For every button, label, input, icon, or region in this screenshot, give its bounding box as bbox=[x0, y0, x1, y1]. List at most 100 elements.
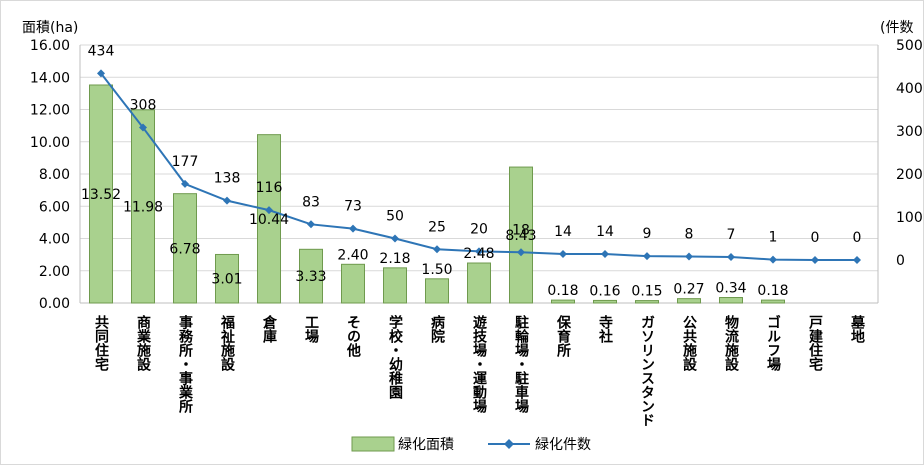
bar-value-label: 8.43 bbox=[505, 228, 536, 244]
legend-bar-swatch bbox=[351, 436, 395, 452]
left-tick-label: 16.00 bbox=[30, 38, 70, 54]
category-label: ゴルフ場 bbox=[765, 314, 781, 372]
bar-value-label: 13.52 bbox=[81, 187, 121, 203]
legend-bar-label: 緑化面積 bbox=[398, 437, 454, 453]
bar-value-label: 3.33 bbox=[295, 269, 326, 285]
category-label: 事務所・事業所 bbox=[177, 314, 194, 414]
line-marker bbox=[223, 196, 231, 205]
category-label: 遊技場・運動場 bbox=[471, 314, 487, 414]
line-value-label: 83 bbox=[302, 194, 320, 210]
bar-value-label: 1.50 bbox=[421, 262, 452, 278]
line-value-label: 0 bbox=[811, 230, 820, 246]
bar-value-label: 2.48 bbox=[463, 246, 494, 262]
bar-value-label: 10.44 bbox=[249, 212, 289, 228]
line-marker bbox=[643, 252, 651, 261]
line-marker bbox=[97, 69, 105, 78]
left-tick-label: 0.00 bbox=[39, 296, 70, 312]
category-label: 病院 bbox=[429, 314, 445, 344]
line-value-label: 1 bbox=[769, 230, 778, 246]
bar-value-label: 0.27 bbox=[673, 282, 704, 298]
right-tick-label: 300 bbox=[896, 124, 923, 140]
category-labels: 共同住宅 商業施設 事務所・事業所 福祉施設 倉庫 工場 その他 学校・幼稚園 病院 遊技場・運動… bbox=[93, 314, 866, 427]
bar bbox=[383, 267, 407, 304]
line-value-label: 9 bbox=[643, 226, 652, 242]
legend-line-label: 緑化件数 bbox=[535, 437, 591, 453]
bar-value-label: 11.98 bbox=[123, 199, 163, 215]
bar bbox=[299, 248, 323, 304]
bar-value-label: 0.18 bbox=[547, 283, 578, 299]
category-label: 物流施設 bbox=[723, 314, 739, 372]
line-value-label: 14 bbox=[596, 224, 614, 240]
line-marker bbox=[349, 224, 357, 233]
count-line bbox=[97, 69, 861, 264]
category-label: 墓地 bbox=[849, 314, 866, 344]
line-marker bbox=[853, 256, 861, 264]
line-value-label: 116 bbox=[256, 180, 283, 196]
bar-value-label: 3.01 bbox=[211, 272, 242, 288]
line-marker bbox=[811, 256, 819, 264]
category-label: 駐輪場・駐車場 bbox=[513, 314, 529, 414]
bar bbox=[761, 299, 785, 304]
category-label: 寺社 bbox=[597, 315, 614, 344]
category-label: 倉庫 bbox=[261, 314, 278, 344]
line-marker bbox=[181, 179, 189, 188]
right-tick-label: 200 bbox=[896, 167, 923, 183]
bar bbox=[551, 299, 575, 304]
category-label: 公共施設 bbox=[681, 315, 697, 372]
bar bbox=[173, 193, 197, 304]
left-tick-label: 2.00 bbox=[39, 264, 70, 280]
line-marker bbox=[685, 252, 693, 261]
left-tick-label: 12.00 bbox=[30, 103, 70, 119]
bar bbox=[635, 300, 659, 304]
bar bbox=[131, 109, 155, 304]
bar-value-label: 0.18 bbox=[757, 283, 788, 299]
line-marker bbox=[769, 255, 777, 264]
left-tick-label: 14.00 bbox=[30, 70, 70, 86]
category-label: 商業施設 bbox=[135, 314, 152, 372]
line-value-label: 14 bbox=[554, 224, 572, 240]
right-tick-label: 0 bbox=[896, 253, 905, 269]
left-tick-label: 4.00 bbox=[39, 232, 70, 248]
bar bbox=[467, 262, 491, 304]
category-label: 共同住宅 bbox=[93, 314, 109, 372]
line-marker bbox=[433, 245, 441, 254]
bar bbox=[677, 298, 701, 304]
bar bbox=[719, 297, 743, 304]
bar-value-label: 2.18 bbox=[379, 251, 410, 267]
line-value-label: 138 bbox=[214, 171, 241, 187]
line-value-label: 20 bbox=[470, 221, 488, 237]
line-marker bbox=[307, 220, 315, 229]
line-marker bbox=[517, 248, 525, 257]
gridlines bbox=[79, 44, 879, 304]
line-marker bbox=[601, 249, 609, 258]
line-value-label: 308 bbox=[130, 98, 157, 114]
line-value-label: 73 bbox=[344, 199, 362, 215]
bar bbox=[425, 278, 449, 304]
category-label: 戸建住宅 bbox=[807, 315, 823, 372]
left-axis-title: 面積(ha) bbox=[22, 20, 78, 36]
line-marker bbox=[139, 123, 147, 132]
bar-value-label: 0.16 bbox=[589, 283, 620, 299]
line-marker bbox=[391, 234, 399, 243]
bar-value-label: 0.15 bbox=[631, 284, 662, 300]
line-value-label: 50 bbox=[386, 209, 404, 225]
category-label: 工場 bbox=[303, 315, 319, 344]
line-value-label: 18 bbox=[512, 222, 530, 238]
bar bbox=[215, 253, 239, 304]
line-value-label: 8 bbox=[685, 227, 694, 243]
right-axis-ticks: 0 100 200 300 400 500 bbox=[896, 38, 923, 269]
left-tick-label: 8.00 bbox=[39, 167, 70, 183]
bar bbox=[593, 299, 617, 304]
line-marker bbox=[727, 252, 735, 261]
left-tick-label: 10.00 bbox=[30, 135, 70, 151]
bar bbox=[509, 166, 533, 304]
line-marker bbox=[265, 206, 273, 215]
left-tick-label: 6.00 bbox=[39, 199, 70, 215]
line-value-label: 177 bbox=[172, 154, 199, 170]
right-axis-title: (件数 bbox=[880, 20, 913, 36]
line-marker bbox=[559, 249, 567, 258]
right-tick-label: 100 bbox=[896, 210, 923, 226]
